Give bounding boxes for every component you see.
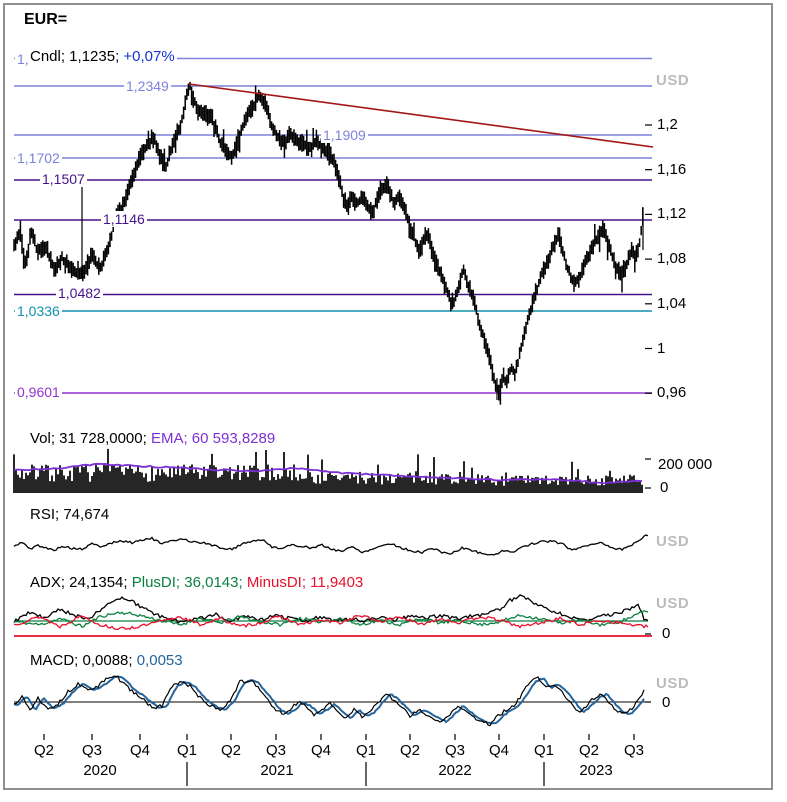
candles-series — [13, 81, 644, 405]
year-label-2020: 2020 — [83, 762, 117, 779]
quarter-label-6: Q4 — [310, 742, 332, 759]
quarter-label-3: Q1 — [176, 742, 198, 759]
candle-legend-value: Cndl; 1,1235; — [30, 48, 124, 65]
quarter-label-1: Q3 — [81, 742, 103, 759]
volume-legend-value: Vol; 31 728,0000; — [30, 430, 151, 447]
adx-axis-tick-0: 0 — [662, 625, 671, 642]
quarter-label-11: Q1 — [533, 742, 555, 759]
price-tick-label: 0,96 — [657, 384, 687, 402]
macd-signal-legend-value: 0,0053 — [136, 652, 183, 669]
volume-legend: Vol; 31 728,0000; EMA; 60 593,8289 — [28, 430, 278, 448]
macd-axis-tick-0: 0 — [662, 694, 671, 711]
rsi-legend: RSI; 74,674 — [28, 506, 112, 524]
quarter-label-8: Q2 — [399, 742, 421, 759]
quarter-label-2: Q4 — [129, 742, 151, 759]
macd-line — [13, 675, 645, 727]
macd-axis-currency-label: USD — [656, 675, 690, 692]
quarter-label-12: Q2 — [578, 742, 600, 759]
price-tick-label: 1,16 — [657, 160, 687, 178]
adx-legend: ADX; 24,1354; PlusDI; 36,0143; MinusDI; … — [28, 574, 366, 592]
candle-legend-change: +0,07% — [123, 48, 175, 65]
year-label-2022: 2022 — [438, 762, 472, 779]
level-label-1_0482: 1,0482 — [56, 285, 103, 301]
quarter-label-0: Q2 — [33, 742, 55, 759]
level-label-0_9601: 0,9601 — [15, 384, 62, 400]
rsi-axis-currency-label: USD — [656, 533, 690, 550]
volume-axis-tick-0: 0 — [660, 479, 669, 496]
price-axis-currency-label: USD — [656, 72, 690, 89]
macd-legend-value: MACD; 0,0088; — [30, 652, 137, 669]
year-label-2021: 2021 — [260, 762, 294, 779]
volume-ema-line — [13, 462, 643, 485]
page-title: EUR= — [22, 11, 70, 29]
price-tick-label: 1,08 — [657, 250, 687, 268]
downtrend-line — [188, 83, 654, 148]
level-label-1_1146: 1,1146 — [101, 211, 147, 227]
quarter-label-5: Q3 — [265, 742, 287, 759]
minusdi-line — [14, 614, 649, 631]
price-tick-label: 1,2 — [657, 116, 678, 133]
level-label-1_1507: 1,1507 — [40, 171, 87, 187]
volume-axis-tick-200000: 200 000 — [658, 456, 713, 473]
quarter-label-9: Q3 — [444, 742, 466, 759]
macd-signal-line — [13, 675, 645, 725]
level-label-1_0336: 1,0336 — [15, 303, 62, 319]
price-tick-label: 1,12 — [657, 205, 687, 223]
quarter-label-7: Q1 — [355, 742, 377, 759]
macd-legend: MACD; 0,0088; 0,0053 — [28, 652, 185, 670]
price-tick-label: 1 — [657, 339, 666, 357]
rsi-line — [13, 534, 649, 556]
plusdi-legend-value: PlusDI; 36,0143; — [131, 574, 247, 591]
level-label-1_1909: 1,1909 — [321, 127, 368, 143]
adx-axis-currency-label: USD — [656, 595, 690, 612]
year-label-2023: 2023 — [579, 762, 613, 779]
volume-ema-legend-value: EMA; 60 593,8289 — [150, 430, 276, 447]
candle-legend: Cndl; 1,1235; +0,07% — [28, 48, 177, 66]
level-label-1_2349: 1,2349 — [124, 78, 171, 94]
level-label-1_1702: 1,1702 — [15, 150, 62, 166]
adx-legend-value: ADX; 24,1354; — [30, 574, 132, 591]
quarter-label-4: Q2 — [220, 742, 242, 759]
minusdi-legend-value: MinusDI; 11,9403 — [246, 574, 364, 591]
quarter-label-13: Q3 — [623, 742, 645, 759]
volume-bars — [13, 448, 643, 493]
price-tick-label: 1,04 — [657, 294, 687, 312]
quarter-label-10: Q4 — [488, 742, 510, 759]
adx-line — [13, 594, 649, 624]
